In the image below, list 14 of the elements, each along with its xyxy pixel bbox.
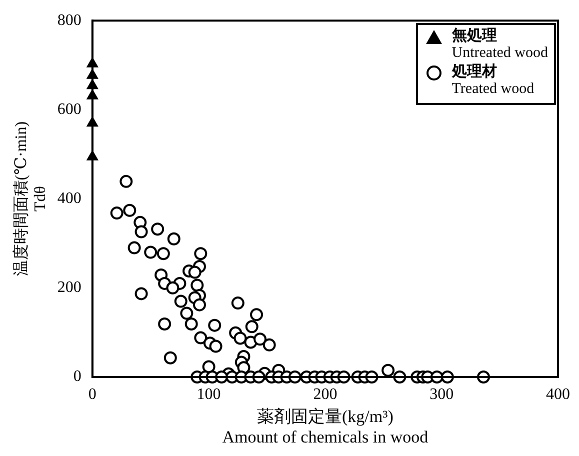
x-axis-title: 薬剤固定量(kg/m³) Amount of chemicals in wood: [222, 406, 429, 446]
x-tick-label: 200: [313, 386, 338, 403]
x-tick-label: 400: [546, 386, 570, 403]
x-tick-label: 300: [430, 386, 454, 403]
y-tick-label: 800: [57, 12, 82, 29]
y-tick-label: 0: [73, 368, 82, 386]
y-axis-title: 温度時間面積(℃·min) Tdθ: [12, 121, 50, 276]
y-tick-label: 200: [57, 279, 82, 296]
x-tick-label: 0: [88, 386, 96, 403]
x-tick-label: 100: [196, 386, 221, 403]
y-tick-label: 600: [57, 100, 82, 118]
legend-label: 処理材 Treated wood: [452, 64, 534, 98]
y-tick-label: 400: [57, 190, 82, 208]
legend-label: 無処理 Untreated wood: [452, 28, 548, 62]
